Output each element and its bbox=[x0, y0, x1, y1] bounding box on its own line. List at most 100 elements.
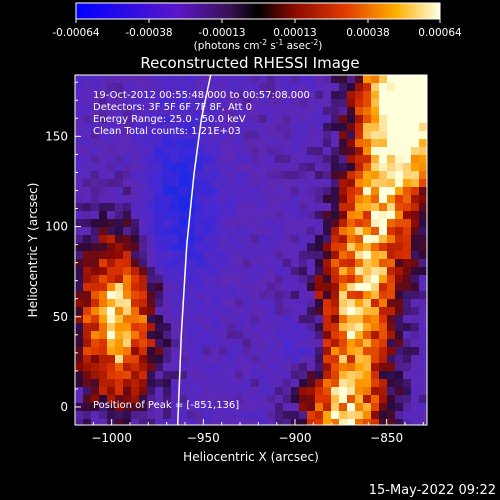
heatmap-cell bbox=[219, 115, 227, 123]
heatmap-cell bbox=[155, 163, 163, 171]
heatmap-cell bbox=[75, 331, 83, 339]
heatmap-cell bbox=[163, 187, 171, 195]
heatmap-cell bbox=[171, 323, 179, 331]
heatmap-cell bbox=[355, 107, 363, 115]
heatmap-cell bbox=[411, 371, 419, 379]
heatmap-cell bbox=[323, 179, 331, 187]
heatmap-cell bbox=[419, 107, 427, 115]
heatmap-cell bbox=[155, 115, 163, 123]
heatmap-cell bbox=[211, 339, 219, 347]
heatmap-cell bbox=[371, 251, 379, 259]
heatmap-cell bbox=[179, 275, 187, 283]
heatmap-cell bbox=[75, 131, 83, 139]
heatmap-cell bbox=[227, 115, 235, 123]
heatmap-cell bbox=[387, 403, 395, 411]
heatmap-cell bbox=[387, 99, 395, 107]
heatmap-cell bbox=[147, 131, 155, 139]
heatmap-cell bbox=[315, 155, 323, 163]
heatmap-cell bbox=[307, 99, 315, 107]
heatmap-cell bbox=[251, 395, 259, 403]
heatmap-cell bbox=[411, 283, 419, 291]
heatmap-cell bbox=[371, 163, 379, 171]
heatmap-cell bbox=[275, 187, 283, 195]
heatmap-cell bbox=[243, 211, 251, 219]
heatmap-cell bbox=[371, 411, 379, 419]
heatmap-cell bbox=[131, 219, 139, 227]
heatmap-cell bbox=[155, 243, 163, 251]
heatmap-cell bbox=[99, 331, 107, 339]
heatmap-cell bbox=[99, 203, 107, 211]
heatmap-cell bbox=[355, 299, 363, 307]
heatmap-cell bbox=[331, 291, 339, 299]
heatmap-cell bbox=[163, 203, 171, 211]
heatmap-cell bbox=[235, 211, 243, 219]
heatmap-cell bbox=[243, 299, 251, 307]
heatmap-cell bbox=[291, 99, 299, 107]
heatmap-cell bbox=[131, 147, 139, 155]
heatmap-cell bbox=[323, 91, 331, 99]
heatmap-cell bbox=[171, 131, 179, 139]
heatmap-cell bbox=[115, 331, 123, 339]
heatmap-cell bbox=[83, 203, 91, 211]
heatmap-cell bbox=[235, 355, 243, 363]
heatmap-cell bbox=[323, 259, 331, 267]
heatmap-cell bbox=[323, 347, 331, 355]
heatmap-cell bbox=[163, 131, 171, 139]
heatmap-cell bbox=[107, 259, 115, 267]
heatmap-cell bbox=[123, 179, 131, 187]
heatmap-cell bbox=[83, 131, 91, 139]
heatmap-cell bbox=[171, 115, 179, 123]
heatmap-cell bbox=[283, 163, 291, 171]
heatmap-cell bbox=[251, 123, 259, 131]
heatmap-cell bbox=[339, 203, 347, 211]
heatmap-cell bbox=[171, 227, 179, 235]
heatmap-cell bbox=[395, 315, 403, 323]
heatmap-cell bbox=[211, 99, 219, 107]
heatmap-cell bbox=[379, 99, 387, 107]
heatmap-cell bbox=[331, 363, 339, 371]
heatmap-cell bbox=[179, 139, 187, 147]
heatmap-cell bbox=[107, 83, 115, 91]
heatmap-cell bbox=[283, 403, 291, 411]
heatmap-cell bbox=[411, 107, 419, 115]
heatmap-cell bbox=[219, 371, 227, 379]
heatmap-cell bbox=[243, 227, 251, 235]
heatmap-cell bbox=[163, 363, 171, 371]
heatmap-cell bbox=[91, 331, 99, 339]
heatmap-cell bbox=[147, 115, 155, 123]
heatmap-cell bbox=[131, 211, 139, 219]
heatmap-cell bbox=[107, 187, 115, 195]
heatmap-cell bbox=[315, 123, 323, 131]
heatmap-cell bbox=[187, 299, 195, 307]
heatmap-cell bbox=[123, 243, 131, 251]
heatmap-cell bbox=[307, 339, 315, 347]
heatmap-cell bbox=[83, 387, 91, 395]
heatmap-cell bbox=[395, 275, 403, 283]
heatmap-cell bbox=[283, 179, 291, 187]
heatmap-cell bbox=[347, 283, 355, 291]
heatmap-cell bbox=[243, 155, 251, 163]
x-axis: −1000 −950 −900 −850 bbox=[91, 419, 424, 445]
heatmap-cell bbox=[379, 251, 387, 259]
heatmap-cell bbox=[147, 387, 155, 395]
heatmap-cell bbox=[307, 363, 315, 371]
heatmap-cell bbox=[83, 355, 91, 363]
heatmap-cell bbox=[243, 115, 251, 123]
heatmap-cell bbox=[227, 187, 235, 195]
heatmap-cell bbox=[243, 259, 251, 267]
heatmap-cell bbox=[83, 395, 91, 403]
heatmap-cell bbox=[179, 411, 187, 419]
heatmap-cell bbox=[379, 339, 387, 347]
heatmap-cell bbox=[203, 115, 211, 123]
heatmap-cell bbox=[251, 163, 259, 171]
heatmap-cell bbox=[347, 403, 355, 411]
heatmap-cell bbox=[235, 323, 243, 331]
heatmap-cell bbox=[411, 411, 419, 419]
heatmap-cell bbox=[155, 179, 163, 187]
heatmap-cell bbox=[179, 243, 187, 251]
heatmap-cell bbox=[99, 395, 107, 403]
heatmap-cell bbox=[99, 131, 107, 139]
heatmap-cell bbox=[139, 235, 147, 243]
heatmap-cell bbox=[163, 211, 171, 219]
heatmap-cell bbox=[307, 387, 315, 395]
